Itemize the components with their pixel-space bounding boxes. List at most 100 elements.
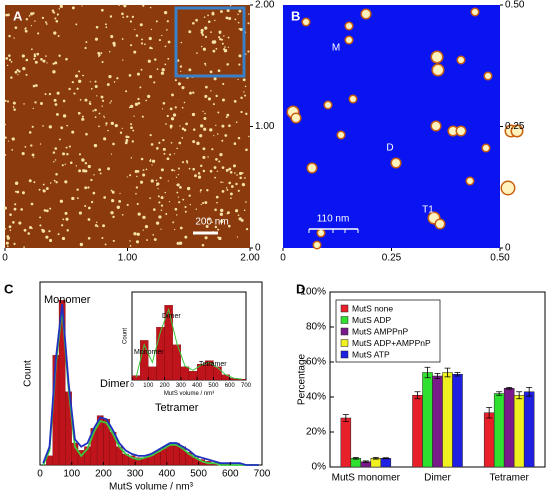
particle <box>238 217 242 221</box>
particle <box>30 25 33 27</box>
x-tick-label: 200 <box>160 383 171 389</box>
particle <box>472 9 478 15</box>
particle <box>122 16 125 19</box>
panel-label: D <box>296 281 305 296</box>
particle <box>87 206 91 210</box>
particle <box>69 161 73 165</box>
particle <box>161 108 164 110</box>
particle <box>153 208 156 211</box>
particle <box>211 40 216 44</box>
particle <box>137 101 141 105</box>
x-tick-label: 100 <box>143 383 154 389</box>
particle <box>192 167 195 171</box>
particle <box>238 63 241 66</box>
particle <box>136 72 140 76</box>
particle <box>24 29 28 33</box>
particle <box>199 124 204 128</box>
particle <box>432 52 442 62</box>
particle <box>149 75 153 79</box>
particle <box>71 130 75 134</box>
bar <box>380 458 392 468</box>
error-bar <box>444 367 451 378</box>
particle <box>62 114 67 118</box>
particle <box>163 152 166 155</box>
particle <box>243 91 245 93</box>
particle <box>78 153 82 156</box>
particle <box>200 164 203 168</box>
particle <box>125 90 128 93</box>
particle <box>292 114 300 122</box>
particle <box>240 96 243 100</box>
x-tick-label: Dimer <box>424 473 451 484</box>
particle <box>184 235 188 239</box>
particle <box>247 50 250 53</box>
particle <box>4 154 7 156</box>
particle <box>224 134 228 137</box>
particle <box>25 18 29 21</box>
particle <box>222 181 224 184</box>
particle <box>230 197 232 200</box>
particle <box>48 238 53 243</box>
histogram-bar <box>213 366 222 381</box>
particle <box>88 102 91 105</box>
particle <box>207 20 211 24</box>
particle <box>139 86 142 89</box>
particle <box>42 59 46 63</box>
x-tick-label: 1.00 <box>118 253 138 264</box>
particle <box>229 192 233 196</box>
error-bar <box>496 391 503 396</box>
particle <box>502 182 514 194</box>
particle <box>105 124 107 126</box>
particle <box>126 15 129 18</box>
particle <box>52 151 56 154</box>
particle <box>208 218 211 221</box>
particle <box>186 186 191 191</box>
particle <box>9 229 12 232</box>
particle <box>173 153 176 155</box>
particle <box>4 136 7 139</box>
particle <box>224 46 226 48</box>
particle <box>103 115 105 117</box>
particle <box>227 46 230 48</box>
particle <box>185 122 188 126</box>
particle <box>58 8 60 10</box>
particle <box>228 124 231 127</box>
peak-label: Tetramer <box>155 402 199 414</box>
particle <box>112 215 115 219</box>
particle <box>225 187 228 189</box>
particle <box>14 181 19 185</box>
y-tick-label: 0% <box>312 462 327 473</box>
particle <box>204 236 208 240</box>
particle <box>76 197 79 200</box>
particle <box>191 112 196 117</box>
particle <box>188 68 192 72</box>
particle <box>39 143 42 145</box>
particle <box>121 127 123 130</box>
legend-swatch <box>340 316 349 324</box>
particle <box>181 106 184 109</box>
particle <box>215 124 217 127</box>
particle <box>242 78 246 82</box>
particle <box>8 34 11 38</box>
particle <box>42 189 46 193</box>
histogram-bar <box>188 371 198 381</box>
particle <box>93 174 95 176</box>
particle <box>45 187 49 190</box>
particle <box>111 190 115 194</box>
x-tick-label: 500 <box>208 383 219 389</box>
particle <box>94 80 97 83</box>
particle <box>61 164 64 167</box>
particle <box>54 147 58 150</box>
particle <box>211 148 214 151</box>
particle <box>158 215 162 219</box>
particle <box>53 12 56 14</box>
legend-label: MutS ATP <box>352 349 390 359</box>
particle <box>227 224 231 228</box>
particle <box>75 165 77 167</box>
particle <box>214 208 217 212</box>
bar <box>350 458 362 468</box>
particle <box>216 170 219 173</box>
error-bar <box>486 407 493 419</box>
particle <box>181 136 184 139</box>
x-tick-label: 200 <box>95 469 112 480</box>
